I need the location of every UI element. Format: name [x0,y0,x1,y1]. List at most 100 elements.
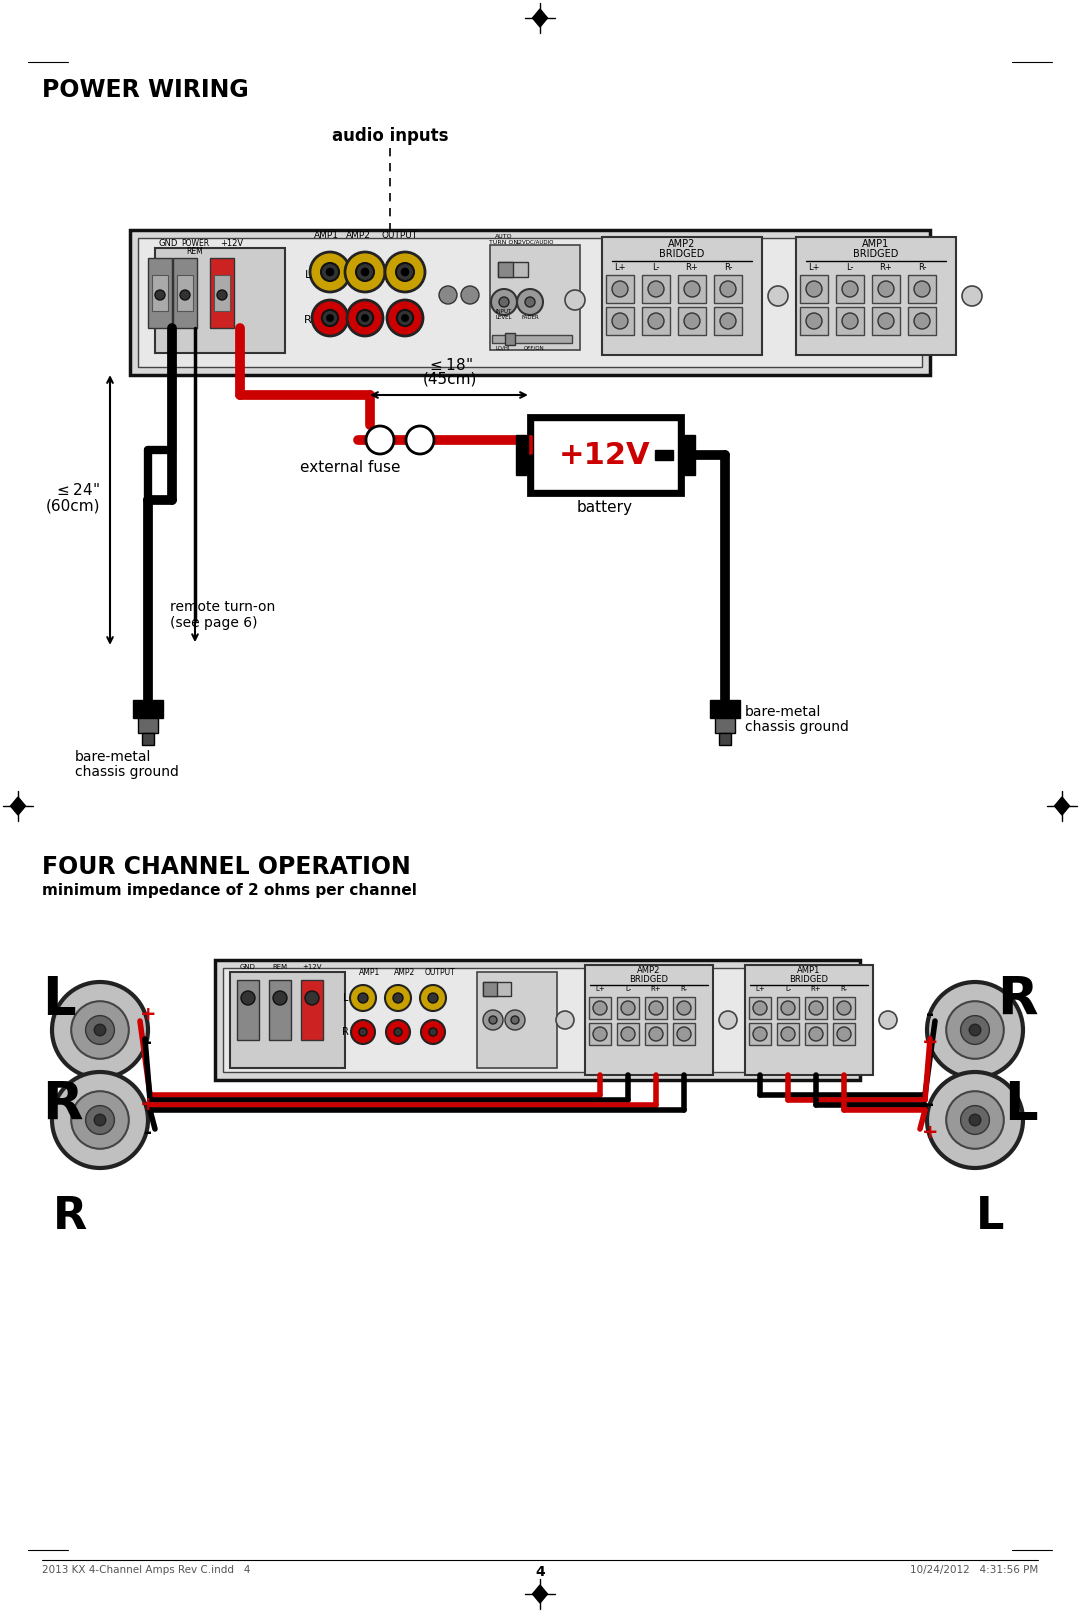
Bar [210,258,234,327]
Bar [673,996,696,1019]
Bar [750,1024,771,1045]
Circle shape [879,1011,897,1028]
Bar [222,967,852,1072]
Text: L+: L+ [808,263,820,272]
Text: -: - [144,1033,152,1051]
Text: LO/HI: LO/HI [496,347,511,351]
Bar [836,306,864,335]
Bar [908,306,936,335]
Text: R+: R+ [811,987,821,991]
Circle shape [914,280,930,297]
Bar [642,306,670,335]
Bar [269,980,291,1040]
Text: AMP2: AMP2 [394,967,416,977]
Text: +: + [139,1096,157,1114]
Text: 12VDC/AUDIO: 12VDC/AUDIO [516,240,554,245]
Text: FADER: FADER [522,314,539,321]
Text: OUTPUT: OUTPUT [382,231,418,240]
Circle shape [525,297,535,306]
Bar [836,276,864,303]
Bar [833,996,855,1019]
Text: (60cm): (60cm) [45,498,100,514]
Circle shape [489,1016,497,1024]
Bar [177,276,193,311]
Circle shape [71,1091,129,1149]
Bar [152,276,168,311]
Text: R-: R- [724,263,732,272]
Circle shape [621,1027,635,1041]
Text: AMP1: AMP1 [862,239,890,248]
Circle shape [327,314,334,321]
Circle shape [421,1020,445,1045]
Circle shape [52,1072,148,1169]
Text: GND: GND [159,239,178,248]
Bar [602,237,762,355]
Circle shape [649,1001,663,1016]
Circle shape [397,310,414,326]
Text: L-: L- [625,987,631,991]
Circle shape [273,991,287,1004]
Text: 10/24/2012   4:31:56 PM: 10/24/2012 4:31:56 PM [909,1565,1038,1575]
Bar [301,980,323,1040]
Bar [805,1024,827,1045]
Circle shape [969,1024,981,1037]
Circle shape [648,280,664,297]
Text: BRIDGED: BRIDGED [659,248,704,260]
Text: BRIDGED: BRIDGED [789,975,828,983]
Text: -: - [926,1006,934,1025]
Text: L: L [305,269,311,280]
Text: L: L [343,993,349,1003]
Text: R+: R+ [686,263,699,272]
Bar [215,961,860,1080]
Circle shape [85,1016,114,1045]
Bar [777,996,799,1019]
Text: bare-metal: bare-metal [745,704,822,719]
Circle shape [565,290,585,310]
Text: FOUR CHANNEL OPERATION: FOUR CHANNEL OPERATION [42,854,410,879]
Text: INPUT
LEVEL: INPUT LEVEL [496,310,512,321]
Circle shape [927,982,1023,1078]
Circle shape [593,1001,607,1016]
Circle shape [927,1072,1023,1169]
Bar [498,263,513,277]
Circle shape [517,289,543,314]
Text: 2013 KX 4-Channel Amps Rev C.indd   4: 2013 KX 4-Channel Amps Rev C.indd 4 [42,1565,251,1575]
Bar [516,435,528,476]
Circle shape [878,313,894,329]
Bar [777,1024,799,1045]
Circle shape [781,1027,795,1041]
Circle shape [312,300,348,335]
Bar [872,276,900,303]
Circle shape [960,1016,989,1045]
Circle shape [345,251,384,292]
Text: BRIDGED: BRIDGED [630,975,669,983]
Bar [477,972,557,1069]
Circle shape [180,290,190,300]
Bar [719,733,731,745]
Text: +: + [139,1006,157,1025]
Text: AUTO
TURN ON: AUTO TURN ON [489,234,518,245]
Circle shape [809,1001,823,1016]
Circle shape [52,982,148,1078]
Circle shape [499,297,509,306]
Circle shape [241,991,255,1004]
Text: R-: R- [840,987,848,991]
Bar [138,239,922,368]
Circle shape [960,1106,989,1135]
Text: chassis ground: chassis ground [75,766,179,779]
Circle shape [677,1001,691,1016]
Text: L: L [1004,1078,1038,1132]
Bar [534,421,678,490]
Text: R+: R+ [879,263,892,272]
Bar [492,335,572,343]
Circle shape [781,1001,795,1016]
Text: +: + [921,1122,939,1141]
Circle shape [483,1011,503,1030]
Circle shape [837,1027,851,1041]
Bar [645,1024,667,1045]
Text: L: L [976,1194,1004,1238]
Circle shape [420,985,446,1011]
Bar [505,334,515,345]
Text: (see page 6): (see page 6) [170,616,257,630]
Bar [606,276,634,303]
